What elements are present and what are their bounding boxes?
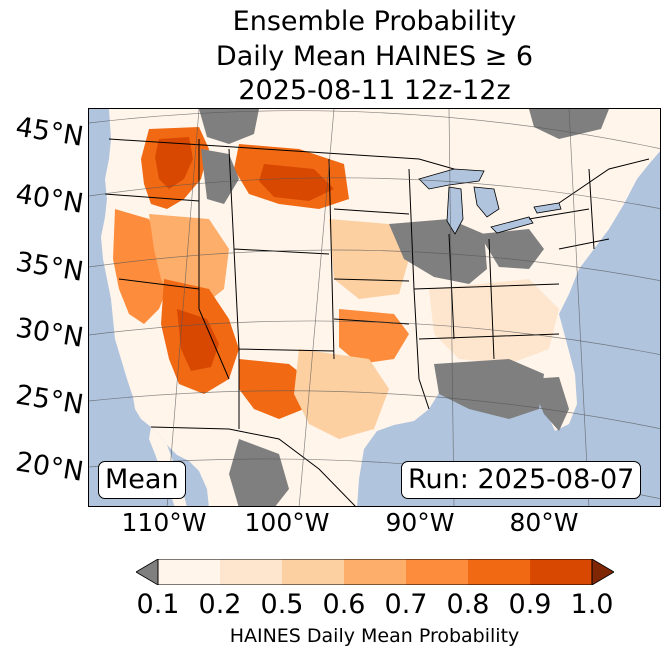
parallel-25n (89, 390, 660, 429)
nodata-canada-east (529, 109, 609, 139)
meridian-100w (298, 109, 335, 506)
no-data-regions (199, 109, 609, 506)
nodata-mexico (229, 439, 289, 506)
colorbar-segment-1 (220, 559, 283, 585)
colorbar-under-triangle (136, 559, 159, 585)
patch-southwest-core (177, 309, 219, 371)
lat-label-20n: 20°N (13, 446, 86, 488)
colorbar-segment-2 (282, 559, 345, 585)
lake-michigan (446, 186, 464, 235)
land-probability-field (101, 109, 660, 506)
colorbar-segment-6 (530, 559, 593, 585)
map-canvas (89, 109, 660, 506)
nodata-florida (529, 377, 569, 431)
colorbar-tick-5: 0.8 (446, 589, 490, 620)
border-mississippi (408, 168, 430, 410)
parallel-30n (89, 320, 660, 355)
nodata-gulf-coast (434, 359, 544, 419)
parallel-40n (89, 177, 660, 209)
border-rockies (228, 148, 335, 429)
run-label-box: Run: 2025-08-07 (401, 461, 642, 499)
colorbar-segment-5 (468, 559, 531, 585)
colorbar-outline (157, 559, 593, 585)
map-panel (88, 108, 661, 507)
nodata-pacific-northwest (199, 109, 259, 144)
colorbar-tick-1: 0.2 (198, 589, 242, 620)
patch-northwest-core (155, 137, 193, 189)
colorbar-segment-4 (406, 559, 469, 585)
lon-label-100w: 100°W (244, 508, 330, 537)
colorbar-segment-0 (158, 559, 221, 585)
colorbar-tick-4: 0.7 (384, 589, 428, 620)
patch-texas-central (294, 349, 389, 439)
patch-southeast-light (429, 279, 559, 364)
lat-label-30n: 30°N (13, 312, 86, 354)
border-us-mexico (150, 426, 356, 506)
lake-huron (473, 186, 500, 218)
lat-label-40n: 40°N (13, 178, 86, 220)
lat-label-25n: 25°N (13, 379, 86, 421)
border-northeast (528, 168, 610, 250)
lon-label-90w: 90°W (385, 508, 455, 537)
parallel-35n (89, 249, 660, 281)
colorbar-segment-3 (344, 559, 407, 585)
colorbar-tick-0: 0.1 (136, 589, 180, 620)
lat-label-45n: 45°N (13, 111, 86, 153)
lake-erie (490, 216, 534, 234)
lake-ontario (533, 202, 562, 214)
lon-label-80w: 80°W (509, 508, 579, 537)
patch-northern-plains-core (259, 164, 334, 201)
lon-label-110w: 110°W (121, 508, 207, 537)
meridian-90w (448, 109, 455, 506)
colorbar-tick-2: 0.5 (260, 589, 304, 620)
nodata-ohio-valley (479, 229, 544, 269)
title-line-2: Daily Mean HAINES ≥ 6 (215, 41, 534, 72)
state-borders (104, 138, 650, 506)
title-line-3: 2025-08-11 12z-12z (238, 75, 511, 106)
colorbar-tick-3: 0.6 (322, 589, 366, 620)
border-us-canada (108, 138, 650, 204)
lat-label-35n: 35°N (13, 246, 86, 288)
colorbar-label: HAINES Daily Mean Probability (229, 625, 520, 647)
nodata-midwest (389, 219, 487, 284)
border-west-coast-states (104, 139, 230, 380)
border-plains (328, 158, 410, 360)
colorbar-over-triangle (591, 559, 614, 585)
probability-patches (113, 127, 559, 439)
colorbar-segments (158, 559, 593, 585)
colorbar-tick-6: 0.9 (508, 589, 552, 620)
meridian-80w (568, 109, 590, 506)
patch-new-mexico-texas (239, 359, 314, 419)
colorbar (136, 559, 614, 585)
colorbar-tick-7: 1.0 (570, 589, 614, 620)
title-line-1: Ensemble Probability (232, 6, 517, 37)
meridian-110w (166, 109, 200, 506)
stat-label-box: Mean (98, 461, 186, 499)
parallel-45n (89, 110, 660, 149)
